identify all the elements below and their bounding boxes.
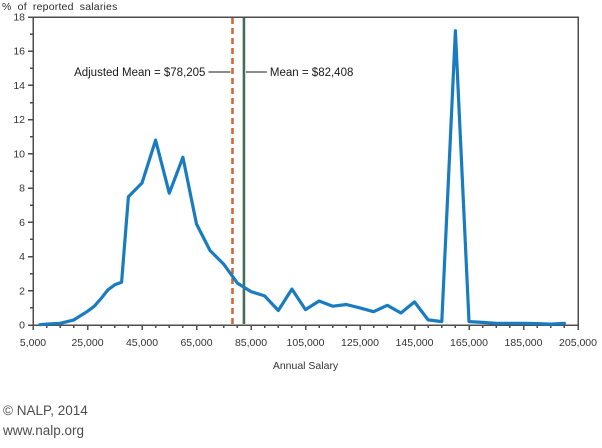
x-axis-tick-label: 105,000 bbox=[287, 337, 325, 349]
y-axis-tick-label: 10 bbox=[13, 148, 25, 160]
y-axis-tick-label: 2 bbox=[19, 285, 25, 297]
mean-label: Mean = $82,408 bbox=[270, 67, 353, 79]
x-axis-tick-label: 5,000 bbox=[20, 337, 46, 349]
axes: 5,000 25,000 45,000 65,000 85,000 105,000 125,… bbox=[13, 12, 597, 350]
y-axis-tick-label: 4 bbox=[19, 251, 25, 263]
figure-footer: © NALP, 2014 www.nalp.org bbox=[3, 401, 88, 441]
adjusted-mean-label: Adjusted Mean = $78,205 bbox=[74, 67, 205, 79]
y-axis-tick-label: 8 bbox=[19, 183, 25, 195]
website-text: www.nalp.org bbox=[3, 423, 85, 438]
x-axis-tick-label: 165,000 bbox=[450, 337, 488, 349]
y-axis-tick-label: 18 bbox=[13, 12, 25, 24]
x-axis-tick-label: 145,000 bbox=[396, 337, 434, 349]
x-axis-tick-label: 45,000 bbox=[126, 337, 158, 349]
x-axis-tick-label: 25,000 bbox=[71, 337, 103, 349]
x-axis-tick-label: 85,000 bbox=[235, 337, 267, 349]
salary-distribution-chart: 5,000 25,000 45,000 65,000 85,000 105,000 125,… bbox=[13, 12, 597, 373]
y-axis-tick-label: 16 bbox=[13, 46, 25, 58]
x-axis-tick-label: 65,000 bbox=[180, 337, 212, 349]
y-axis-tick-label: 14 bbox=[13, 80, 25, 92]
y-axis-tick-label: 12 bbox=[13, 114, 25, 126]
x-axis-tick-label: 205,000 bbox=[559, 337, 597, 349]
salary-distribution-data-line bbox=[38, 29, 567, 327]
x-axis-title: Annual Salary bbox=[273, 360, 339, 372]
y-axis-tick-label: 6 bbox=[19, 217, 25, 229]
x-axis-tick-label: 185,000 bbox=[505, 337, 543, 349]
y-axis-tick-label: 0 bbox=[19, 320, 25, 332]
plot-frame bbox=[32, 16, 579, 326]
x-axis-tick-label: 125,000 bbox=[341, 337, 379, 349]
y-axis-title: % of reported salaries bbox=[2, 1, 118, 13]
copyright-text: © NALP, 2014 bbox=[3, 403, 88, 418]
